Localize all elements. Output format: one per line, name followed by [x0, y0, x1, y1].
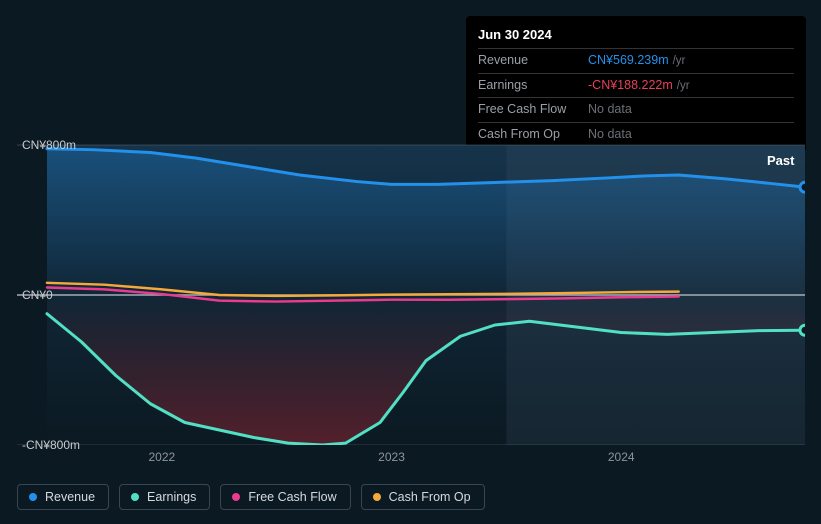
x-axis-label: 2022: [148, 450, 175, 464]
past-label: Past: [767, 153, 794, 168]
tooltip-row-value: CN¥569.239m/yr: [588, 49, 794, 74]
tooltip-row: RevenueCN¥569.239m/yr: [478, 49, 794, 74]
y-axis-label: -CN¥800m: [22, 438, 80, 452]
tooltip-title: Jun 30 2024: [478, 26, 794, 44]
tooltip-row-value: No data: [588, 98, 794, 123]
y-axis-label: CN¥0: [22, 288, 53, 302]
legend-item[interactable]: Cash From Op: [361, 484, 485, 510]
x-axis-label: 2024: [608, 450, 635, 464]
chart-area: CN¥800mCN¥0-CN¥800m Past: [17, 125, 805, 445]
legend-label: Free Cash Flow: [248, 490, 336, 504]
legend-dot-icon: [131, 493, 139, 501]
tooltip-row-value: -CN¥188.222m/yr: [588, 73, 794, 98]
tooltip-row-label: Revenue: [478, 49, 588, 74]
legend-label: Cash From Op: [389, 490, 471, 504]
legend-label: Earnings: [147, 490, 196, 504]
chart-svg: [17, 125, 805, 445]
chart-root: Jun 30 2024 RevenueCN¥569.239m/yrEarning…: [0, 0, 821, 524]
tooltip-row-label: Earnings: [478, 73, 588, 98]
legend-item[interactable]: Revenue: [17, 484, 109, 510]
x-axis-label: 2023: [378, 450, 405, 464]
legend-dot-icon: [373, 493, 381, 501]
legend-dot-icon: [29, 493, 37, 501]
legend: Revenue Earnings Free Cash Flow Cash From O…: [17, 484, 485, 510]
legend-label: Revenue: [45, 490, 95, 504]
tooltip-row: Earnings-CN¥188.222m/yr: [478, 73, 794, 98]
legend-item[interactable]: Earnings: [119, 484, 210, 510]
tooltip-row-label: Free Cash Flow: [478, 98, 588, 123]
y-axis-label: CN¥800m: [22, 138, 76, 152]
legend-item[interactable]: Free Cash Flow: [220, 484, 350, 510]
tooltip-row: Free Cash FlowNo data: [478, 98, 794, 123]
legend-dot-icon: [232, 493, 240, 501]
